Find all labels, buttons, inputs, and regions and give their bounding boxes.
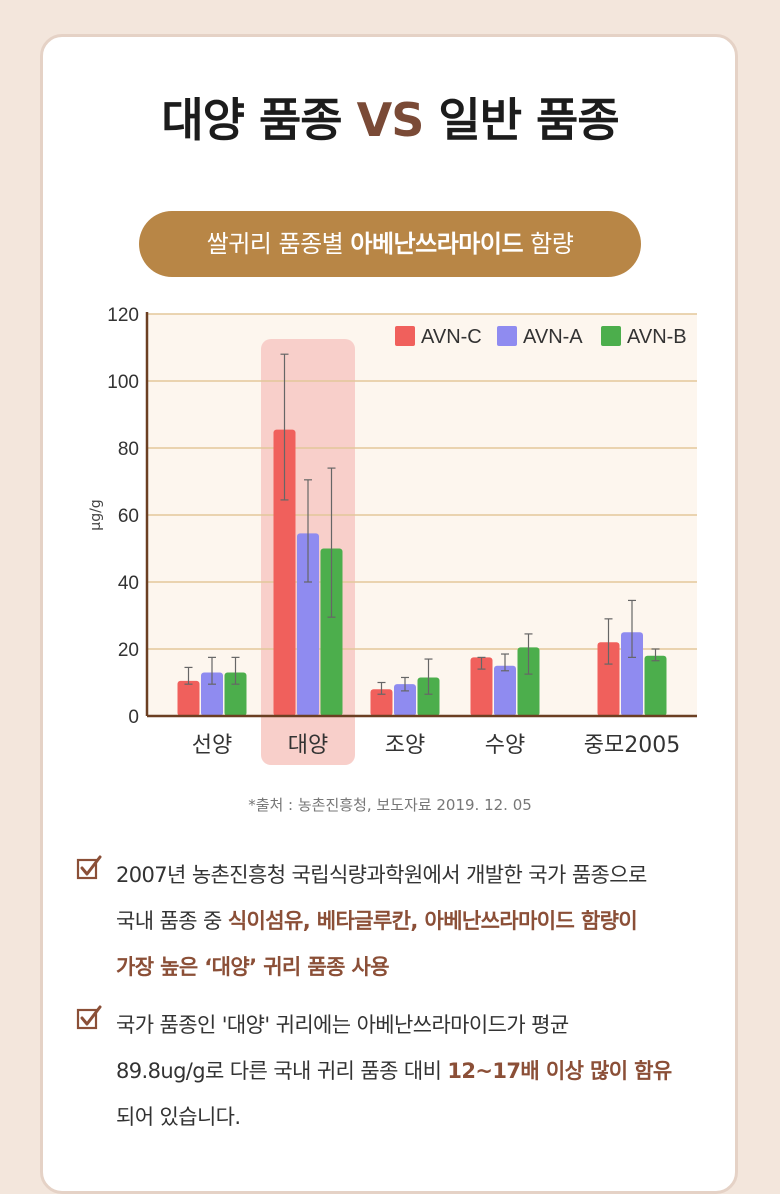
legend-label: AVN-C xyxy=(421,326,482,348)
headline-part1: 대양 품종 xyxy=(161,93,342,147)
bullet-text: 국가 품종인 '대양' 귀리에는 아베난쓰라마이드가 평균 89.8ug/g로 다… xyxy=(116,1002,728,1140)
pill-text-bold: 아베난쓰라마이드 xyxy=(350,230,524,258)
x-tick-label: 조양 xyxy=(385,733,425,758)
bar-avn-c xyxy=(370,689,393,716)
checkbox-icon xyxy=(76,855,102,880)
bar-avn-b xyxy=(517,647,540,716)
highlighted-text: 식이섬유, 베타글루칸, 아베난쓰라마이드 함량이 xyxy=(227,909,638,933)
legend-label: AVN-A xyxy=(523,326,583,348)
bullet-line: 국내 품종 중 식이섬유, 베타글루칸, 아베난쓰라마이드 함량이 xyxy=(116,898,728,944)
y-tick-label: 60 xyxy=(118,506,139,527)
bar-avn-a xyxy=(494,665,516,716)
bar-avn-a xyxy=(201,672,223,716)
body-text: 89.8ug/g로 다른 국내 귀리 품종 대비 xyxy=(116,1059,448,1083)
x-tick-label: 선양 xyxy=(192,733,232,758)
bar-avn-c xyxy=(597,642,620,716)
legend-label: AVN-B xyxy=(627,326,687,348)
source-note: *출처 : 농촌진흥청, 보도자료 2019. 12. 05 xyxy=(248,796,532,814)
headline-part2: 일반 품종 xyxy=(438,93,619,147)
bar-avn-c xyxy=(177,680,200,716)
bullet-line: 되어 있습니다. xyxy=(116,1094,728,1140)
chart-subtitle-pill: 쌀귀리 품종별 아베난쓰라마이드 함량 xyxy=(139,211,641,277)
body-text: 2007년 농촌진흥청 국립식량과학원에서 개발한 국가 품종으로 xyxy=(116,863,647,887)
x-tick-label: 수양 xyxy=(485,733,525,758)
checkbox-icon xyxy=(76,1005,102,1030)
y-tick-label: 40 xyxy=(118,573,139,594)
bar-avn-b xyxy=(224,672,247,716)
pill-text-post: 함량 xyxy=(530,230,574,258)
bullet-line: 가장 높은 ‘대양’ 귀리 품종 사용 xyxy=(116,944,728,990)
bullet-line: 2007년 농촌진흥청 국립식량과학원에서 개발한 국가 품종으로 xyxy=(116,852,728,898)
x-tick-label: 대양 xyxy=(288,733,328,758)
x-tick-label: 중모2005 xyxy=(584,733,680,758)
y-tick-label: 20 xyxy=(118,640,139,661)
headline: 대양 품종 VS 일반 품종 xyxy=(0,84,780,150)
bar-avn-c xyxy=(273,429,296,716)
bar-avn-b xyxy=(644,655,667,716)
y-tick-label: 120 xyxy=(107,305,139,326)
body-text: 국가 품종인 '대양' 귀리에는 아베난쓰라마이드가 평균 xyxy=(116,1013,569,1037)
body-text: 되어 있습니다. xyxy=(116,1105,241,1129)
legend-swatch xyxy=(497,326,517,346)
legend-swatch xyxy=(395,326,415,346)
highlighted-text: 가장 높은 ‘대양’ 귀리 품종 사용 xyxy=(116,955,390,979)
highlighted-text: 12~17배 이상 많이 함유 xyxy=(447,1059,672,1083)
bar-avn-b xyxy=(320,548,343,716)
body-text: 국내 품종 중 xyxy=(116,909,228,933)
headline-vs: VS xyxy=(356,93,425,147)
y-axis-label: μg/g xyxy=(88,499,104,530)
pill-text-pre: 쌀귀리 품종별 xyxy=(206,230,344,258)
bar-avn-c xyxy=(470,657,493,716)
y-tick-label: 80 xyxy=(118,439,139,460)
y-tick-label: 0 xyxy=(128,707,139,728)
bar-chart: 0 20 40 60 80 100 120 선양 대양 조양 수양 중모2005 μg/g AVN-C AV… xyxy=(88,305,697,765)
bar-avn-a xyxy=(621,632,643,716)
bar-avn-a xyxy=(297,533,319,716)
y-tick-label: 100 xyxy=(107,372,139,393)
bullet-line: 89.8ug/g로 다른 국내 귀리 품종 대비 12~17배 이상 많이 함유 xyxy=(116,1048,728,1094)
legend-swatch xyxy=(601,326,621,346)
bullet-line: 국가 품종인 '대양' 귀리에는 아베난쓰라마이드가 평균 xyxy=(116,1002,728,1048)
bar-avn-b xyxy=(417,677,440,716)
bar-avn-a xyxy=(394,684,416,716)
